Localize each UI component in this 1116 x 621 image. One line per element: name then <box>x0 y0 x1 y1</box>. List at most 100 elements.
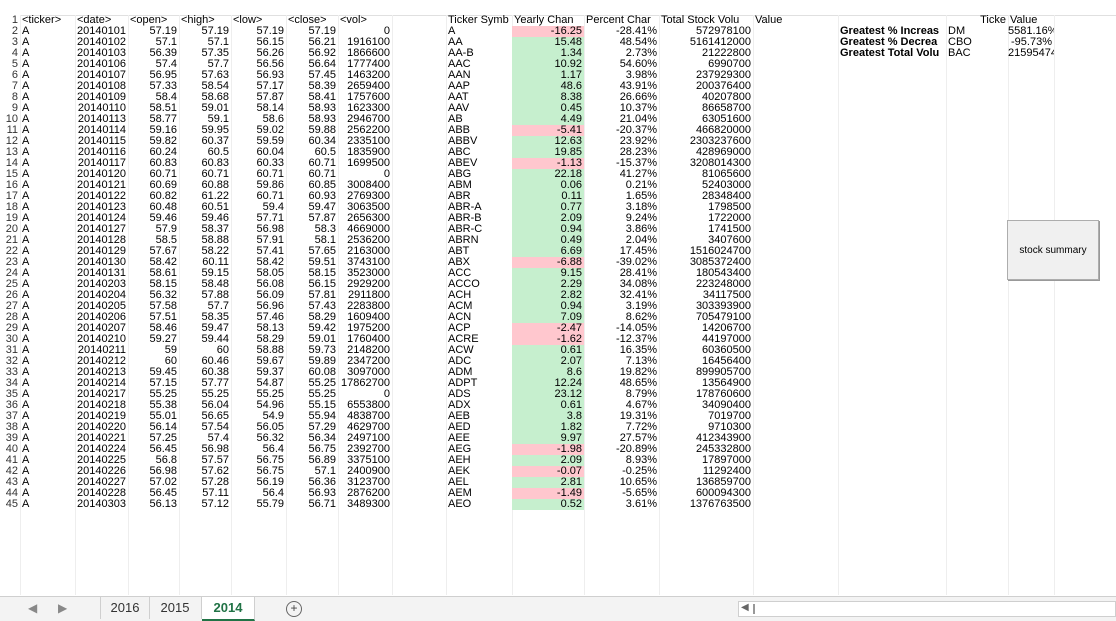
raw-data-cell[interactable]: A <box>22 422 30 433</box>
yearly-change-cell[interactable]: 2.81 <box>512 477 584 488</box>
raw-data-cell[interactable]: 61.22 <box>201 191 229 202</box>
raw-data-cell[interactable]: 60.5 <box>207 147 229 158</box>
raw-data-cell[interactable]: 20140129 <box>77 246 126 257</box>
raw-data-cell[interactable]: 56.89 <box>308 455 336 466</box>
greatest-value-cell[interactable]: -95.73% <box>1011 37 1052 48</box>
raw-data-cell[interactable]: 56.45 <box>149 488 177 499</box>
raw-data-cell[interactable]: A <box>22 301 30 312</box>
raw-data-cell[interactable]: 57.57 <box>201 455 229 466</box>
row-number[interactable]: 7 <box>0 81 20 92</box>
raw-data-cell[interactable]: 59 <box>164 345 177 356</box>
add-sheet-icon[interactable]: + <box>286 601 302 617</box>
tab-2014[interactable]: 2014 <box>202 597 255 621</box>
percent-change-cell[interactable]: 26.66% <box>619 92 657 103</box>
raw-data-cell[interactable]: 56.15 <box>308 279 336 290</box>
raw-data-cell[interactable]: 57.46 <box>256 312 284 323</box>
raw-data-cell[interactable]: 2283800 <box>347 301 390 312</box>
raw-data-cell[interactable]: 56.93 <box>256 70 284 81</box>
total-volume-cell[interactable]: 17897000 <box>702 455 751 466</box>
raw-data-cell[interactable]: 58.61 <box>149 268 177 279</box>
raw-data-cell[interactable]: 57.71 <box>256 213 284 224</box>
summary-ticker-cell[interactable]: ACC <box>448 268 472 279</box>
percent-change-cell[interactable]: 3.61% <box>625 499 657 510</box>
raw-data-cell[interactable]: A <box>22 224 30 235</box>
raw-data-cell[interactable]: 4669000 <box>347 224 390 235</box>
raw-data-cell[interactable]: 2400900 <box>347 466 390 477</box>
total-volume-cell[interactable]: 3407600 <box>708 235 751 246</box>
greatest-value-cell[interactable]: 5581.16% <box>1008 26 1054 37</box>
raw-data-cell[interactable]: 56.93 <box>308 488 336 499</box>
total-volume-cell[interactable]: 899905700 <box>695 367 751 378</box>
raw-data-cell[interactable]: 58.22 <box>201 246 229 257</box>
percent-change-cell[interactable]: 7.13% <box>625 356 657 367</box>
summary-ticker-cell[interactable]: ABBV <box>448 136 478 147</box>
raw-data-cell[interactable]: 3375100 <box>347 455 390 466</box>
greatest-ticker-cell[interactable]: BAC <box>948 48 971 59</box>
raw-data-cell[interactable]: 59.16 <box>149 125 177 136</box>
raw-data-cell[interactable]: 55.94 <box>308 411 336 422</box>
row-number[interactable]: 33 <box>0 367 20 378</box>
raw-data-cell[interactable]: 59.88 <box>308 125 336 136</box>
row-number[interactable]: 3 <box>0 37 20 48</box>
raw-data-cell[interactable]: 60.83 <box>201 158 229 169</box>
raw-data-cell[interactable]: 20140213 <box>77 367 126 378</box>
percent-change-cell[interactable]: 41.27% <box>619 169 657 180</box>
raw-data-cell[interactable]: 56.34 <box>308 433 336 444</box>
summary-ticker-cell[interactable]: AAT <box>448 92 469 103</box>
raw-data-cell[interactable]: 58.1 <box>314 235 336 246</box>
raw-data-cell[interactable]: 60.38 <box>201 367 229 378</box>
total-volume-cell[interactable]: 237929300 <box>695 70 751 81</box>
raw-data-cell[interactable]: 58.15 <box>308 268 336 279</box>
raw-data-cell[interactable]: 58.3 <box>314 224 336 235</box>
total-volume-cell[interactable]: 303393900 <box>695 301 751 312</box>
row-number[interactable]: 29 <box>0 323 20 334</box>
summary-ticker-cell[interactable]: AEM <box>448 488 472 499</box>
raw-data-cell[interactable]: 20140122 <box>77 191 126 202</box>
yearly-change-cell[interactable]: -1.49 <box>512 488 584 499</box>
raw-header-cell[interactable]: <high> <box>181 15 215 26</box>
row-number[interactable]: 17 <box>0 191 20 202</box>
raw-data-cell[interactable]: 1866600 <box>347 48 390 59</box>
yearly-change-cell[interactable]: 12.24 <box>512 378 584 389</box>
total-volume-cell[interactable]: 9710300 <box>708 422 751 433</box>
raw-data-cell[interactable]: 57.9 <box>155 224 177 235</box>
raw-data-cell[interactable]: A <box>22 499 30 510</box>
raw-data-cell[interactable]: 58.41 <box>308 92 336 103</box>
raw-data-cell[interactable]: 55.25 <box>308 378 336 389</box>
percent-change-cell[interactable]: -39.02% <box>616 257 657 268</box>
percent-change-cell[interactable]: 3.86% <box>625 224 657 235</box>
percent-change-cell[interactable]: 8.62% <box>625 312 657 323</box>
raw-data-cell[interactable]: 4838700 <box>347 411 390 422</box>
raw-data-cell[interactable]: 20140101 <box>77 26 126 37</box>
percent-change-cell[interactable]: 2.04% <box>625 235 657 246</box>
raw-data-cell[interactable]: 60.71 <box>149 169 177 180</box>
total-volume-cell[interactable]: 52403000 <box>702 180 751 191</box>
summary-ticker-cell[interactable]: AEG <box>448 444 472 455</box>
raw-data-cell[interactable]: 58.6 <box>262 114 284 125</box>
summary-ticker-cell[interactable]: AED <box>448 422 471 433</box>
yearly-change-cell[interactable]: 23.12 <box>512 389 584 400</box>
summary-ticker-cell[interactable]: ACN <box>448 312 472 323</box>
raw-data-cell[interactable]: 20140117 <box>77 158 126 169</box>
raw-data-cell[interactable]: A <box>22 158 30 169</box>
raw-data-cell[interactable]: 60 <box>164 356 177 367</box>
raw-data-cell[interactable]: 20140206 <box>77 312 126 323</box>
raw-data-cell[interactable]: 1699500 <box>347 158 390 169</box>
raw-data-cell[interactable]: 57.1 <box>155 37 177 48</box>
raw-data-cell[interactable]: 56.15 <box>256 37 284 48</box>
raw-data-cell[interactable]: A <box>22 169 30 180</box>
greatest-ticker-cell[interactable]: DM <box>948 26 966 37</box>
raw-data-cell[interactable]: 57.87 <box>256 92 284 103</box>
raw-data-cell[interactable]: 57.02 <box>149 477 177 488</box>
total-volume-cell[interactable]: 1722000 <box>708 213 751 224</box>
raw-data-cell[interactable]: 59.37 <box>256 367 284 378</box>
raw-data-cell[interactable]: 58.46 <box>149 323 177 334</box>
raw-data-cell[interactable]: 58.68 <box>201 92 229 103</box>
raw-data-cell[interactable]: 55.15 <box>308 400 336 411</box>
raw-data-cell[interactable]: 2148200 <box>347 345 390 356</box>
raw-data-cell[interactable]: A <box>22 202 30 213</box>
raw-data-cell[interactable]: 17862700 <box>341 378 390 389</box>
raw-data-cell[interactable]: 20140210 <box>77 334 126 345</box>
yearly-change-cell[interactable]: 0.06 <box>512 180 584 191</box>
raw-data-cell[interactable]: 55.79 <box>256 499 284 510</box>
